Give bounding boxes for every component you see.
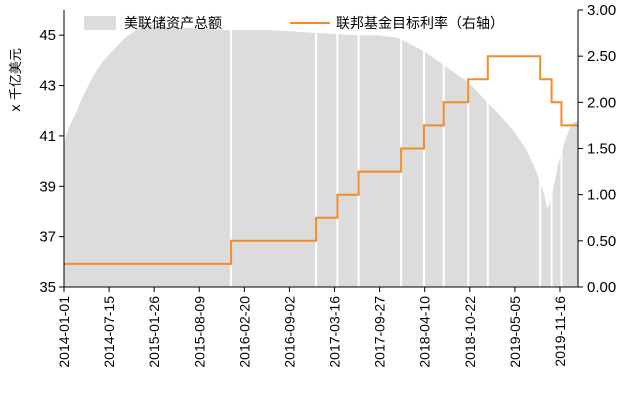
series-line-rate xyxy=(64,55,578,265)
y-left-tick-label: 45 xyxy=(39,27,56,44)
x-tick-label: 2017-03-16 xyxy=(327,296,343,368)
x-tick-label: 2017-09-27 xyxy=(372,296,388,368)
y-left-tick-label: 39 xyxy=(39,178,56,195)
x-tick-label: 2014-07-15 xyxy=(101,296,117,368)
series-area-assets xyxy=(64,25,578,287)
y-right-tick-label: 2.50 xyxy=(587,48,616,65)
y-right-tick-label: 3.00 xyxy=(587,2,616,19)
area-layer xyxy=(64,10,578,287)
line-layer xyxy=(64,55,578,265)
x-tick-label: 2015-01-26 xyxy=(146,296,162,368)
legend-label-assets: 美联储资产总额 xyxy=(124,16,222,32)
y-axis-label-left: x 千亿美元 xyxy=(9,48,24,112)
y-right-tick-label: 1.50 xyxy=(587,141,616,158)
x-tick-label: 2015-08-09 xyxy=(191,296,207,368)
x-tick-label: 2018-10-22 xyxy=(462,296,478,368)
x-tick-label: 2016-09-02 xyxy=(281,296,297,368)
y-left-tick-label: 41 xyxy=(39,128,56,145)
legend-label-rate: 联邦基金目标利率（右轴） xyxy=(336,15,504,32)
legend: 美联储资产总额 联邦基金目标利率（右轴） xyxy=(84,15,504,32)
x-tick-label: 2016-02-20 xyxy=(236,296,252,368)
y-right-tick-label: 2.00 xyxy=(587,94,616,111)
y-right-tick-label: 1.00 xyxy=(587,187,616,204)
y-right-tick-label: 0.50 xyxy=(587,233,616,250)
x-tick-label: 2014-01-01 xyxy=(56,296,72,368)
x-tick-label: 2019-05-05 xyxy=(507,296,523,368)
y-left-tick-label: 43 xyxy=(39,78,56,95)
legend-swatch-assets xyxy=(84,16,116,30)
y-left-tick-label: 37 xyxy=(39,229,56,246)
x-tick-label: 2019-11-16 xyxy=(552,296,568,367)
axes-layer: 35 37 39 41 43 45 0.00 0.50 1.00 1.50 2.00 2.50 3.00… xyxy=(39,2,616,368)
y-left-tick-label: 35 xyxy=(39,279,56,296)
y-right-tick-label: 0.00 xyxy=(587,279,616,296)
x-tick-label: 2018-04-10 xyxy=(417,296,433,368)
